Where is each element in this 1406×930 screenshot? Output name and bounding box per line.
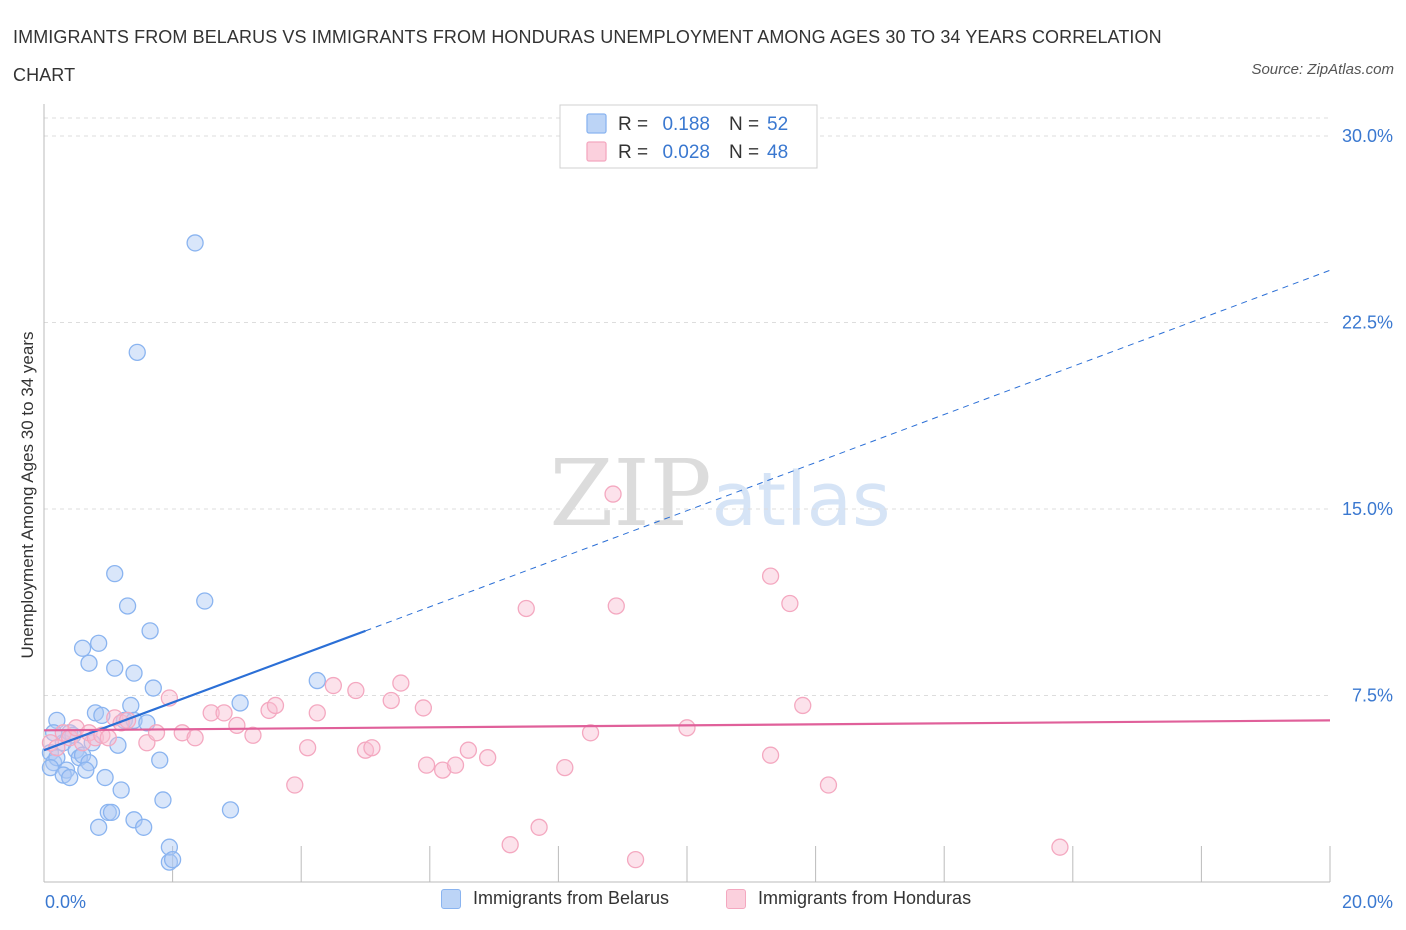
point-belarus <box>308 671 326 690</box>
legend-swatch-honduras <box>726 888 746 909</box>
point-honduras <box>794 696 812 715</box>
point-belarus <box>163 850 182 869</box>
point-honduras <box>1051 838 1069 856</box>
point-honduras <box>761 746 780 764</box>
x-tick-label: 0.0% <box>45 892 86 912</box>
y-tick-label: 22.5% <box>1342 313 1393 333</box>
point-belarus <box>196 592 214 610</box>
stats-n-value: 48 <box>767 142 788 163</box>
point-honduras <box>215 704 233 722</box>
point-belarus <box>90 818 108 836</box>
point-honduras <box>308 704 326 722</box>
point-honduras <box>202 704 220 722</box>
stats-r-label: R = <box>618 114 648 135</box>
point-belarus <box>90 634 108 652</box>
point-belarus <box>231 694 249 712</box>
watermark: ZIPatlas <box>550 440 891 547</box>
point-belarus <box>80 654 98 672</box>
point-belarus <box>112 781 130 799</box>
stats-n-label: N = <box>729 114 759 135</box>
point-honduras <box>147 724 166 742</box>
point-honduras <box>678 719 696 737</box>
point-belarus <box>106 659 124 677</box>
point-honduras <box>228 716 246 734</box>
point-belarus <box>221 801 240 819</box>
point-honduras <box>781 594 799 613</box>
point-honduras <box>392 674 410 692</box>
point-honduras <box>607 597 625 615</box>
stats-r-value: 0.188 <box>662 114 710 135</box>
point-belarus <box>48 749 66 767</box>
y-tick-label: 7.5% <box>1352 686 1393 706</box>
stats-n-label: N = <box>729 142 759 163</box>
source-label: Source: ZipAtlas.com <box>1251 61 1394 78</box>
point-honduras <box>298 739 317 757</box>
point-honduras <box>324 676 343 695</box>
point-belarus <box>73 639 92 657</box>
point-honduras <box>446 756 465 774</box>
point-honduras <box>382 691 400 710</box>
stats-n-value: 52 <box>767 114 788 135</box>
point-belarus <box>77 761 95 779</box>
point-belarus <box>151 751 169 769</box>
point-belarus <box>186 234 204 252</box>
point-belarus <box>144 679 162 697</box>
legend-item-belarus[interactable]: Immigrants from Belarus <box>441 888 669 909</box>
point-honduras <box>761 567 780 585</box>
point-honduras <box>347 681 365 700</box>
point-belarus <box>122 696 140 715</box>
point-belarus <box>154 791 172 809</box>
point-honduras <box>363 739 381 757</box>
trend-line-honduras <box>43 719 1331 732</box>
legend-label-belarus: Immigrants from Belarus <box>473 888 670 908</box>
point-honduras <box>266 696 285 715</box>
point-belarus <box>128 343 146 361</box>
stats-r-value: 0.028 <box>662 142 710 163</box>
chart-title: IMMIGRANTS FROM BELARUS VS IMMIGRANTS FR… <box>13 27 1162 85</box>
point-belarus <box>135 818 153 836</box>
legend-item-honduras[interactable]: Immigrants from Honduras <box>726 888 971 909</box>
point-honduras <box>244 726 262 744</box>
point-honduras <box>626 850 645 869</box>
stats-swatch <box>586 141 607 162</box>
point-honduras <box>604 485 622 503</box>
point-honduras <box>530 818 548 836</box>
point-honduras <box>517 599 535 618</box>
y-tick-label: 15.0% <box>1342 499 1393 519</box>
point-belarus <box>102 803 121 822</box>
point-belarus <box>141 622 159 640</box>
point-belarus <box>118 597 137 615</box>
stats-r-label: R = <box>618 142 648 163</box>
point-belarus <box>106 565 124 583</box>
point-belarus <box>125 664 143 682</box>
point-honduras <box>414 699 433 717</box>
trend-line-belarus-projection <box>365 269 1331 632</box>
point-belarus <box>61 768 79 787</box>
point-honduras <box>581 724 600 742</box>
point-honduras <box>501 836 519 854</box>
point-honduras <box>556 758 574 777</box>
point-honduras <box>99 729 117 747</box>
point-honduras <box>417 756 436 774</box>
point-honduras <box>286 776 304 794</box>
point-honduras <box>118 711 137 730</box>
stats-swatch <box>586 113 607 134</box>
legend-label-honduras: Immigrants from Honduras <box>758 888 972 908</box>
point-belarus <box>93 706 111 725</box>
point-honduras <box>479 749 497 767</box>
point-honduras <box>459 741 478 759</box>
y-tick-label: 30.0% <box>1342 126 1393 146</box>
point-honduras <box>67 719 85 737</box>
point-honduras <box>434 761 452 779</box>
point-honduras <box>819 776 838 794</box>
legend-swatch-belarus <box>441 888 461 909</box>
x-tick-label: 20.0% <box>1342 892 1393 912</box>
point-belarus <box>96 768 114 787</box>
point-honduras <box>186 729 204 747</box>
